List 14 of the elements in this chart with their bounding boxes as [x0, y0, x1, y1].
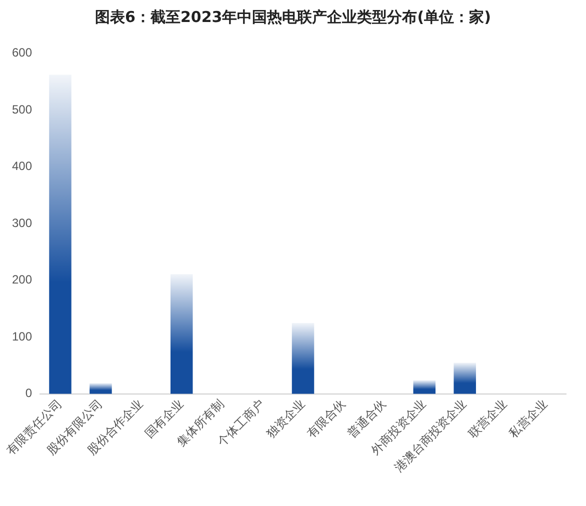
- bar: [49, 74, 72, 394]
- bar: [292, 322, 314, 394]
- bar: [454, 362, 476, 394]
- y-tick-label: 500: [12, 102, 32, 116]
- y-tick-label: 0: [25, 386, 32, 400]
- y-tick-label: 400: [12, 159, 32, 174]
- bar: [413, 380, 436, 394]
- bar: [90, 383, 112, 394]
- y-tick-label: 200: [12, 272, 32, 287]
- chart-title: 图表6：截至2023年中国热电联产企业类型分布(单位：家): [94, 8, 492, 27]
- bar: [170, 274, 193, 394]
- y-tick-label: 600: [12, 46, 32, 60]
- y-tick-label: 300: [12, 216, 32, 230]
- y-tick-label: 100: [12, 329, 32, 344]
